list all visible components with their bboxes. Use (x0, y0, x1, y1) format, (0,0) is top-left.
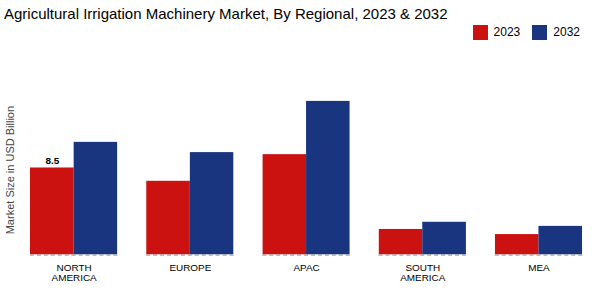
svg-text:NORTHAMERICA: NORTHAMERICA (51, 262, 97, 283)
svg-text:EUROPE: EUROPE (169, 262, 211, 273)
svg-text:SOUTHAMERICA: SOUTHAMERICA (400, 262, 446, 283)
html-text:2023: 2023 (493, 25, 521, 39)
html-text:2032: 2032 (553, 25, 580, 39)
html-text:Agricultural Irrigation Machin: Agricultural Irrigation Machinery Market… (4, 5, 448, 22)
svg-text:8.5: 8.5 (45, 155, 59, 166)
html-text:Market Size in USD Billion: Market Size in USD Billion (4, 106, 16, 235)
svg-text:MEA: MEA (528, 262, 550, 273)
svg-text:APAC: APAC (293, 262, 319, 273)
